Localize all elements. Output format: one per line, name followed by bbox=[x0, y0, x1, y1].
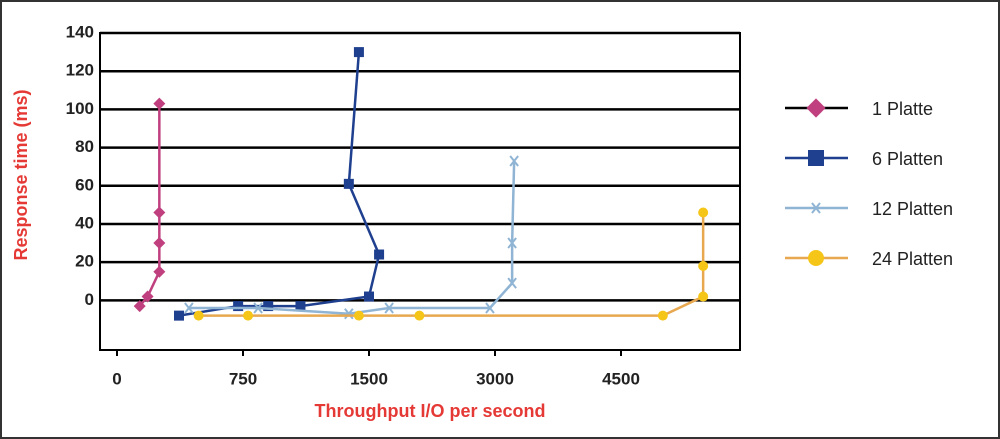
legend-marker bbox=[808, 150, 825, 166]
y-tick-label: 20 bbox=[75, 252, 94, 271]
marker bbox=[344, 308, 354, 320]
marker bbox=[193, 310, 204, 321]
x-tick-label: 750 bbox=[229, 369, 257, 388]
y-tick-label: 140 bbox=[66, 22, 94, 41]
marker bbox=[507, 277, 517, 289]
marker bbox=[509, 155, 519, 167]
x-tick-label: 0 bbox=[112, 369, 121, 388]
marker bbox=[153, 265, 166, 278]
marker bbox=[295, 301, 306, 312]
y-tick-label: 0 bbox=[85, 290, 94, 309]
marker bbox=[353, 47, 364, 58]
marker bbox=[698, 291, 709, 302]
marker bbox=[173, 310, 184, 321]
y-tick-label: 120 bbox=[66, 61, 94, 80]
marker bbox=[414, 310, 425, 321]
marker bbox=[698, 207, 709, 218]
x-axis-title: Throughput I/O per second bbox=[315, 401, 546, 421]
marker bbox=[153, 206, 166, 219]
marker bbox=[343, 178, 354, 189]
series-line bbox=[138, 103, 161, 307]
x-tick-label: 3000 bbox=[476, 369, 514, 388]
marker bbox=[153, 237, 166, 250]
x-tick-label: 4500 bbox=[602, 369, 640, 388]
legend-marker bbox=[808, 249, 825, 266]
y-axis-title: Response time (ms) bbox=[11, 89, 31, 260]
marker bbox=[184, 302, 194, 314]
y-tick-label: 40 bbox=[75, 213, 94, 232]
y-tick-label: 100 bbox=[66, 99, 94, 118]
legend-label: 6 Platten bbox=[872, 149, 943, 169]
marker bbox=[384, 302, 394, 314]
marker bbox=[133, 300, 146, 313]
marker bbox=[657, 310, 668, 321]
marker bbox=[243, 310, 254, 321]
series-line bbox=[188, 160, 516, 315]
marker bbox=[233, 301, 244, 312]
legend-marker bbox=[811, 202, 821, 214]
marker bbox=[141, 290, 154, 303]
legend-label: 24 Platten bbox=[872, 249, 953, 269]
series-line bbox=[178, 52, 381, 317]
marker bbox=[485, 302, 495, 314]
legend-label: 12 Platten bbox=[872, 199, 953, 219]
marker bbox=[263, 301, 274, 312]
legend-marker bbox=[806, 98, 826, 118]
legend-label: 1 Platte bbox=[872, 99, 933, 119]
marker bbox=[253, 302, 263, 314]
y-tick-label: 60 bbox=[75, 175, 94, 194]
marker bbox=[507, 237, 517, 249]
marker bbox=[153, 97, 166, 110]
x-tick-label: 1500 bbox=[350, 369, 388, 388]
marker bbox=[698, 260, 709, 271]
series-line bbox=[198, 212, 705, 317]
y-tick-label: 80 bbox=[75, 137, 94, 156]
marker bbox=[353, 310, 364, 321]
plot-area bbox=[99, 32, 741, 351]
marker bbox=[374, 249, 385, 260]
marker bbox=[364, 291, 374, 302]
